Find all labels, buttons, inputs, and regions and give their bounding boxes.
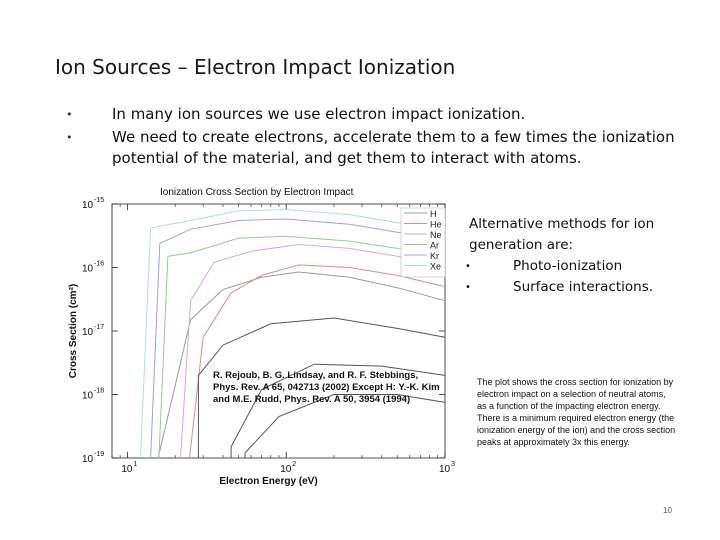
x-tick-label: 10 [439, 464, 451, 475]
y-tick-label: 10 [82, 454, 94, 465]
x-tick-exponent: 1 [133, 461, 137, 468]
y-tick-label: 10 [82, 391, 94, 402]
legend-label: Ne [430, 230, 442, 240]
y-tick-exponent: -15 [94, 197, 104, 204]
alternative-item-label: Photo-ionization [513, 258, 623, 274]
bullet-dot-icon: • [66, 131, 73, 144]
bullet-dot-icon: • [465, 261, 471, 272]
bullet-text: In many ion sources we use electron impa… [112, 105, 526, 123]
y-tick-label: 10 [82, 200, 94, 211]
bullet-item: • In many ion sources we use electron im… [60, 104, 680, 125]
chart-title: Ionization Cross Section by Electron Imp… [160, 187, 354, 198]
note-paragraph: There is a minimum required electron ene… [477, 413, 676, 447]
citation-text: R. Rejoub, B. G. Lindsay, and R. F. Steb… [213, 370, 440, 405]
series-line-unlabeled [197, 317, 446, 458]
series-line-he [189, 264, 446, 459]
y-tick-exponent: -18 [94, 388, 104, 395]
page-number: 10 [663, 506, 672, 515]
bullet-item: • We need to create electrons, accelerat… [60, 127, 680, 169]
alternative-methods: Alternative methods for ion generation a… [465, 214, 689, 298]
series-line-ar [158, 235, 446, 459]
alternative-item: • Surface interactions. [465, 277, 689, 298]
series-line-kr [150, 218, 446, 459]
legend-label: Xe [430, 262, 441, 272]
plot-frame [111, 203, 446, 459]
alternative-item-label: Surface interactions. [513, 279, 654, 295]
y-tick-exponent: -19 [94, 451, 104, 458]
legend-label: H [430, 209, 437, 219]
note-paragraph: The plot shows the cross section for ion… [477, 377, 674, 411]
y-tick-exponent: -17 [94, 324, 104, 331]
slide-title: Ion Sources – Electron Impact Ionization [55, 55, 456, 79]
legend-label: Kr [430, 251, 439, 261]
alternative-item: • Photo-ionization [465, 256, 689, 277]
bullet-list: • In many ion sources we use electron im… [60, 104, 680, 171]
bullet-text: We need to create electrons, accelerate … [112, 128, 675, 167]
legend-label: He [430, 220, 442, 230]
cross-section-chart: 10 1 10 2 10 3 10 -15 10 -16 10 -17 10 -18 10 -19 Electr… [65, 186, 460, 487]
series-line-unlabeled [244, 394, 446, 458]
y-axis-label: Cross Section (cm²) [68, 284, 79, 378]
series-line-xe [140, 208, 446, 459]
x-tick-exponent: 2 [292, 461, 296, 468]
series-line-h [157, 271, 446, 459]
bullet-dot-icon: • [465, 282, 471, 293]
x-tick-label: 10 [280, 464, 292, 475]
y-tick-label: 10 [82, 264, 94, 275]
y-tick-exponent: -16 [94, 261, 104, 268]
y-tick-label: 10 [82, 327, 94, 338]
x-tick-label: 10 [121, 464, 133, 475]
legend-label: Ar [430, 241, 439, 251]
plot-description: The plot shows the cross section for ion… [477, 376, 677, 448]
x-axis-label: Electron Energy (eV) [219, 476, 317, 486]
x-tick-exponent: 3 [451, 461, 455, 468]
bullet-dot-icon: • [66, 108, 73, 121]
series-line-ne [180, 243, 446, 459]
alternatives-heading: Alternative methods for ion generation a… [469, 216, 655, 253]
series-line-unlabeled [230, 363, 446, 458]
